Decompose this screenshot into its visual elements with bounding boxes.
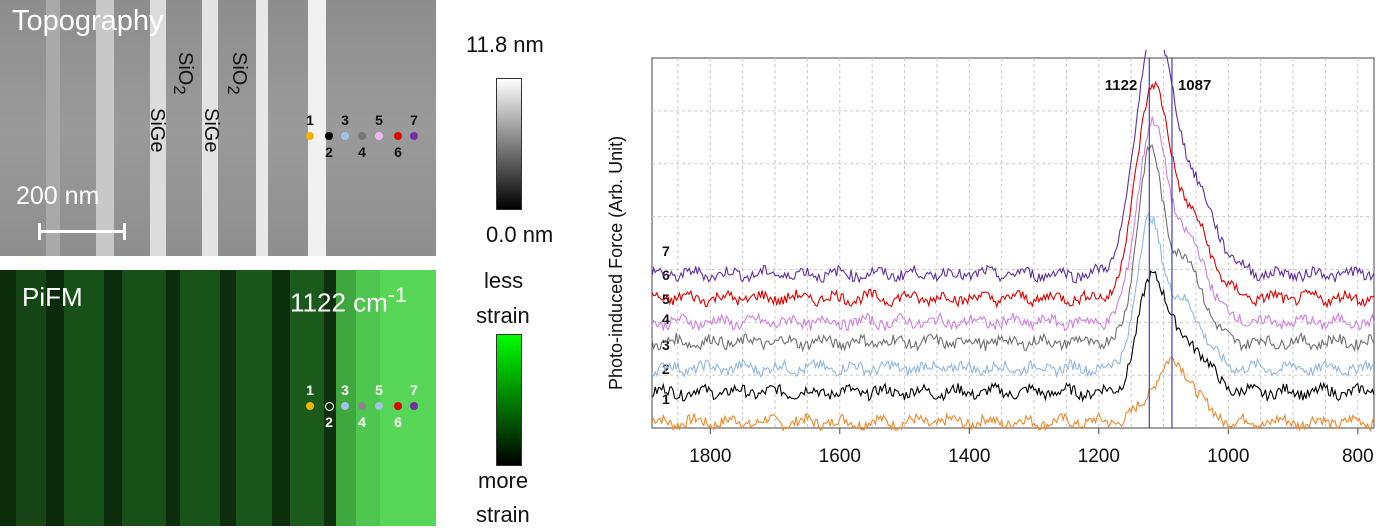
x-tick-label: 1600 bbox=[819, 446, 861, 467]
x-tick-label: 1000 bbox=[1207, 446, 1249, 467]
point-marker-2 bbox=[325, 402, 334, 411]
topo-colorbar bbox=[496, 78, 522, 210]
series-line-4 bbox=[651, 144, 1375, 353]
point-label-6: 6 bbox=[394, 144, 402, 160]
pifm-colorbar-top-2: strain bbox=[476, 303, 530, 328]
point-label-4: 4 bbox=[358, 144, 366, 160]
peak-annotation: 1122 bbox=[1105, 77, 1138, 94]
label-sige-right: SiGe bbox=[200, 108, 222, 153]
series-line-2 bbox=[651, 270, 1375, 403]
point-label-3: 3 bbox=[341, 382, 349, 398]
point-label-1: 1 bbox=[306, 112, 314, 128]
point-label-5: 5 bbox=[375, 112, 383, 128]
series-line-1 bbox=[651, 356, 1375, 433]
series-line-5 bbox=[651, 116, 1375, 332]
peak-annotation: 1087 bbox=[1178, 77, 1211, 94]
label-sige-left: SiGe bbox=[146, 108, 168, 153]
point-label-1: 1 bbox=[306, 382, 314, 398]
point-label-2: 2 bbox=[325, 414, 333, 430]
plot-area bbox=[651, 57, 1375, 429]
point-label-7: 7 bbox=[410, 112, 418, 128]
pifm-wavenumber: 1122 cm-1 bbox=[290, 282, 408, 318]
scale-bar-label: 200 nm bbox=[16, 182, 100, 210]
series-line-7 bbox=[651, 50, 1375, 284]
point-label-5: 5 bbox=[375, 382, 383, 398]
point-marker-1 bbox=[306, 132, 314, 140]
series-line-3 bbox=[651, 211, 1375, 379]
pifm-colorbar-top-1: less bbox=[484, 268, 524, 293]
point-marker-3 bbox=[341, 132, 349, 140]
point-marker-7 bbox=[410, 132, 418, 140]
series-label-5: 5 bbox=[662, 291, 670, 307]
x-tick-label: 800 bbox=[1342, 446, 1374, 467]
pifm-colorbar-bottom-2: strain bbox=[476, 502, 530, 527]
point-marker-5 bbox=[375, 402, 383, 410]
point-marker-3 bbox=[341, 402, 349, 410]
x-tick-label: 1200 bbox=[1078, 446, 1120, 467]
point-marker-7 bbox=[410, 402, 418, 410]
series-label-1: 1 bbox=[662, 391, 670, 407]
point-marker-4 bbox=[358, 402, 366, 410]
pifm-title: PiFM bbox=[22, 282, 83, 312]
label-sio2-left: SiO2 bbox=[170, 52, 196, 95]
topo-colorbar-max: 11.8 nm bbox=[466, 32, 544, 57]
point-marker-4 bbox=[358, 132, 366, 140]
point-marker-1 bbox=[306, 402, 314, 410]
series-label-4: 4 bbox=[662, 311, 670, 327]
x-tick-label: 1800 bbox=[689, 446, 731, 467]
pifm-colorbar-bottom-1: more bbox=[478, 468, 529, 493]
topo-colorbar-min: 0.0 nm bbox=[486, 222, 554, 247]
point-marker-6 bbox=[394, 132, 402, 140]
point-label-7: 7 bbox=[410, 382, 418, 398]
point-marker-5 bbox=[375, 132, 383, 140]
series-line-6 bbox=[651, 80, 1375, 309]
point-label-6: 6 bbox=[394, 414, 402, 430]
point-label-3: 3 bbox=[341, 112, 349, 128]
scale-bar bbox=[38, 223, 126, 240]
pifm-colorbar bbox=[496, 334, 522, 466]
series-label-7: 7 bbox=[662, 243, 670, 259]
point-marker-2 bbox=[325, 132, 333, 140]
point-label-4: 4 bbox=[358, 414, 366, 430]
x-tick-label: 1400 bbox=[948, 446, 990, 467]
label-sio2-right: SiO2 bbox=[224, 52, 250, 95]
series-label-3: 3 bbox=[662, 337, 670, 353]
topography-title: Topography bbox=[12, 5, 164, 37]
point-label-2: 2 bbox=[325, 144, 333, 160]
point-marker-6 bbox=[394, 402, 402, 410]
